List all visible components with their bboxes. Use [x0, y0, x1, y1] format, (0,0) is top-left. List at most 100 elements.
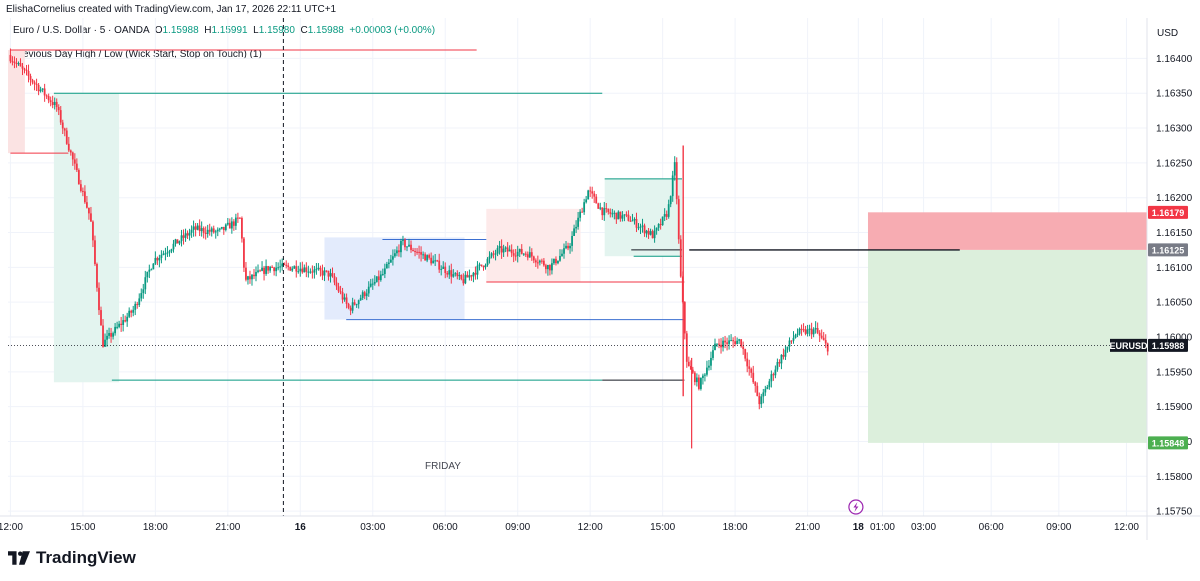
- candle-body: [708, 365, 710, 368]
- candle-body: [605, 208, 608, 210]
- candle-body: [315, 268, 318, 270]
- candle-body: [377, 276, 380, 281]
- candle-body: [339, 291, 342, 293]
- price-tick-label: 1.16050: [1156, 298, 1193, 309]
- candle-body: [245, 267, 247, 280]
- stop-price-tag: 1.16179: [1152, 208, 1185, 218]
- time-tick-label: 06:00: [979, 522, 1004, 533]
- candle-body: [263, 267, 265, 274]
- candle-body: [325, 270, 328, 272]
- candle-body: [355, 304, 358, 306]
- candle-body: [561, 253, 563, 256]
- candle-body: [663, 214, 666, 217]
- candle-body: [373, 281, 376, 284]
- candle-body: [9, 54, 12, 62]
- candle-body: [212, 228, 215, 233]
- candle-body: [824, 340, 827, 344]
- candle-body: [55, 101, 58, 108]
- highlight-zone: [53, 93, 120, 383]
- candle-body: [353, 302, 356, 305]
- candle-body: [458, 275, 461, 277]
- candle-body: [343, 297, 346, 300]
- candle-body: [319, 267, 322, 271]
- candle-body: [579, 211, 582, 218]
- candle-body: [522, 253, 525, 255]
- candle-body: [279, 266, 282, 268]
- candle-body: [599, 207, 602, 209]
- candle-body: [102, 325, 104, 347]
- candle-body: [204, 232, 207, 234]
- candle-body: [69, 150, 72, 153]
- candle-body: [734, 341, 737, 345]
- candle-body: [675, 162, 678, 200]
- candle-body: [691, 369, 694, 373]
- candle-body: [170, 249, 173, 252]
- candle-body: [500, 246, 503, 253]
- candle-body: [647, 230, 650, 235]
- candle-body: [404, 239, 406, 248]
- candle-body: [387, 262, 390, 265]
- candle-body: [778, 362, 781, 364]
- candle-body: [754, 382, 757, 386]
- candle-body: [615, 212, 618, 220]
- candle-body: [565, 245, 567, 249]
- created-by-caption: ElishaCornelius created with TradingView…: [6, 4, 337, 15]
- candle-body: [158, 257, 161, 261]
- tradingview-brand: TradingView: [36, 548, 136, 567]
- candle-body: [448, 270, 451, 275]
- candle-body: [73, 159, 76, 164]
- time-axis: 12:00 15:00 18:00 21:00 16 03:00 06:00 09:00 12:…: [0, 515, 1200, 533]
- candle-body: [108, 333, 110, 336]
- symbol-name[interactable]: Euro / U.S. Dollar · 5 · OANDA: [13, 25, 150, 36]
- candle-body: [156, 257, 159, 261]
- candle-body: [724, 340, 726, 343]
- price-axis-unit[interactable]: USD: [1157, 28, 1179, 39]
- candle-body: [196, 225, 199, 230]
- entry-price-tag-bg: [1148, 243, 1188, 257]
- candle-body: [357, 300, 360, 305]
- candle-body: [122, 320, 125, 325]
- candle-body: [128, 310, 131, 317]
- candle-body: [625, 214, 628, 216]
- candle-body: [812, 329, 815, 335]
- candle-body: [257, 270, 259, 272]
- candle-body: [603, 208, 606, 216]
- candle-body: [526, 254, 529, 258]
- candle-body: [551, 263, 553, 271]
- candle-body: [758, 396, 761, 405]
- close-value: 1.15988: [307, 25, 344, 36]
- candle-body: [67, 143, 70, 151]
- take-profit-zone: [867, 249, 1147, 443]
- indicator-label[interactable]: Previous Day High / Low (Wick Start, Sto…: [13, 49, 262, 60]
- candle-body: [720, 344, 722, 348]
- candle-body: [335, 282, 338, 287]
- candle-body: [629, 220, 632, 222]
- candle-body: [198, 225, 201, 232]
- candle-body: [530, 252, 533, 257]
- candle-body: [428, 255, 431, 258]
- target-price-tag: 1.15848: [1152, 438, 1185, 448]
- candle-body: [573, 228, 575, 236]
- low-value: 1.15980: [258, 25, 295, 36]
- candle-body: [313, 269, 316, 273]
- candle-body: [798, 328, 801, 334]
- candle-body: [218, 228, 221, 230]
- candle-body: [414, 251, 416, 253]
- candle-body: [760, 396, 763, 405]
- candle-body: [222, 226, 225, 231]
- candle-body: [142, 289, 145, 294]
- candle-body: [100, 310, 102, 326]
- candle-body: [41, 88, 44, 90]
- candle-body: [345, 297, 348, 304]
- candle-body: [162, 253, 165, 255]
- price-tick-label: 1.15950: [1156, 367, 1193, 378]
- candle-body: [228, 222, 231, 229]
- candle-body: [297, 271, 300, 273]
- candle-body: [569, 245, 571, 249]
- candle-body: [645, 230, 648, 234]
- candle-body: [126, 316, 129, 322]
- candle-body: [559, 255, 561, 261]
- price-tick-label: 1.16250: [1156, 158, 1193, 169]
- candle-body: [462, 279, 465, 284]
